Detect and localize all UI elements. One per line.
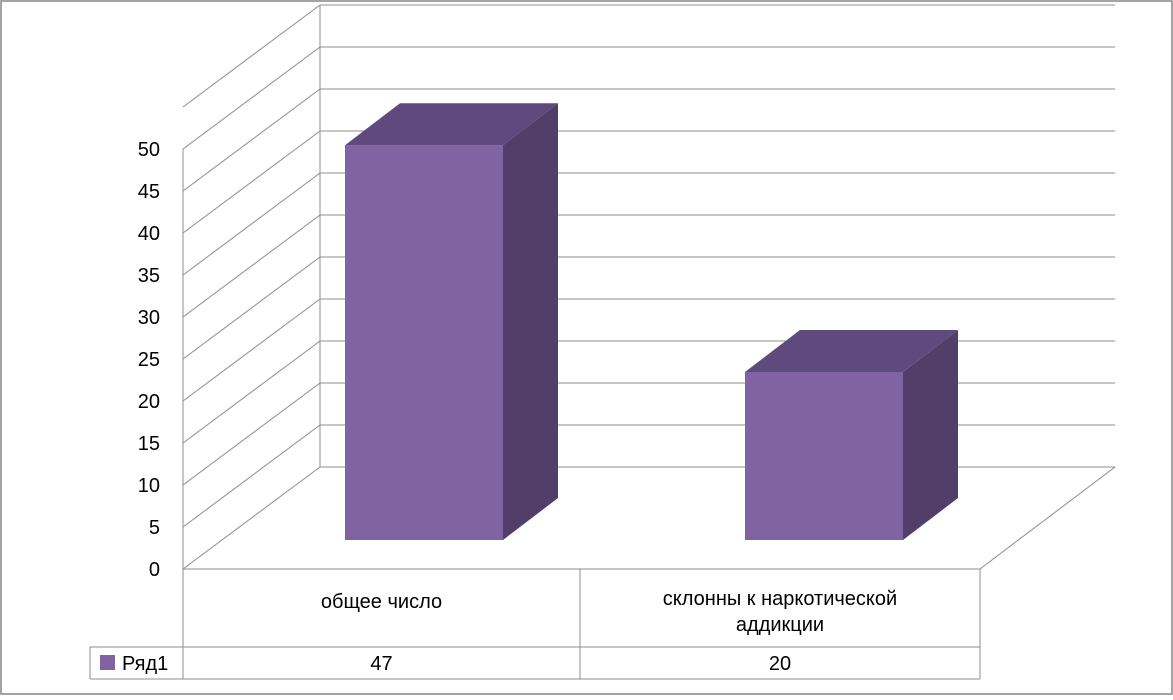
bar-side	[503, 103, 558, 540]
gridline-side	[182, 466, 321, 570]
y-tick-label: 5	[149, 517, 160, 539]
gridline-side	[182, 424, 321, 528]
gridline-side	[182, 130, 321, 234]
y-tick-label: 25	[138, 349, 160, 371]
bar-top	[345, 103, 558, 146]
y-tick-label: 0	[149, 559, 160, 581]
y-tick-label: 40	[138, 223, 160, 245]
gridline-side	[182, 340, 321, 444]
y-tick-label: 15	[138, 433, 160, 455]
legend-key	[100, 655, 115, 670]
table-value: 20	[769, 653, 791, 675]
table-value: 47	[370, 653, 392, 675]
y-axis-ticks: 0 5 10 15 20 25 30 35 40 45 50	[138, 139, 160, 581]
bar-side	[903, 330, 958, 540]
bars	[345, 103, 958, 540]
y-tick-label: 45	[138, 181, 160, 203]
y-tick-label: 35	[138, 265, 160, 287]
gridline-side	[182, 88, 321, 192]
gridline-side	[182, 298, 321, 402]
category-label: общее число	[321, 591, 442, 613]
bar-top	[745, 330, 958, 372]
y-tick-label: 10	[138, 475, 160, 497]
legend-series-name: Ряд1	[122, 653, 168, 675]
category-label: аддикции	[736, 614, 824, 636]
category-label: склонны к наркотической	[663, 588, 897, 610]
bar-front	[345, 145, 503, 540]
bar-front	[745, 372, 903, 540]
y-tick-label: 50	[138, 139, 160, 161]
gridline-side	[182, 172, 321, 276]
y-tick-label: 20	[138, 391, 160, 413]
gridline-side	[182, 214, 321, 318]
gridline-side	[182, 256, 321, 360]
gridline-side	[182, 382, 321, 486]
gridline-side	[182, 46, 321, 150]
data-table: общее число склонны к наркотической аддикц…	[89, 569, 981, 680]
gridline-side	[182, 4, 321, 108]
y-tick-label: 30	[138, 307, 160, 329]
